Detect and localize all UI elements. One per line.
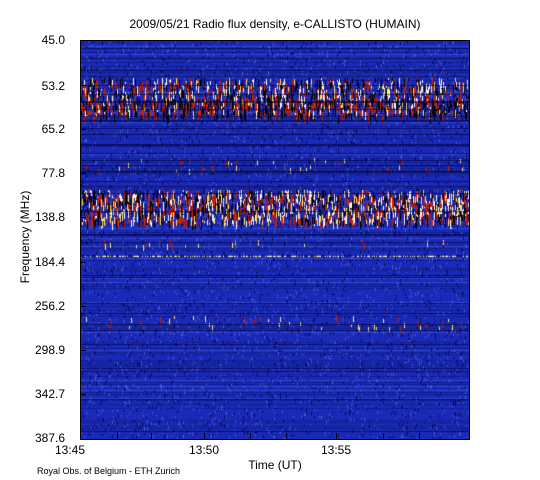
x-tick-label: 13:50 — [188, 443, 220, 457]
spectrogram-heatmap — [80, 40, 470, 440]
y-tick-label: 138.8 — [34, 210, 65, 224]
plot-frame — [80, 40, 470, 440]
y-tick-mark — [80, 129, 86, 130]
y-tick-label: 387.6 — [34, 431, 65, 445]
credit-text: Royal Obs. of Belgium - ETH Zurich — [37, 466, 181, 476]
x-axis-label: Time (UT) — [248, 458, 302, 472]
chart-title: 2009/05/21 Radio flux density, e-CALLIST… — [129, 17, 421, 31]
x-tick-label: 13:55 — [320, 443, 352, 457]
y-tick-label: 256.2 — [34, 299, 65, 313]
y-tick-label: 298.9 — [34, 343, 65, 357]
y-tick-mark — [80, 173, 86, 174]
y-tick-mark — [80, 217, 86, 218]
x-tick-mark — [336, 433, 337, 440]
x-tick-mark — [204, 433, 205, 440]
y-tick-mark — [80, 262, 86, 263]
y-tick-mark — [80, 350, 86, 351]
x-tick-mark — [286, 433, 287, 440]
y-axis-label: Frequency (MHz) — [18, 190, 32, 284]
y-tick-label: 65.2 — [41, 122, 65, 136]
x-tick-mark — [250, 433, 251, 440]
y-tick-label: 184.4 — [34, 255, 65, 269]
y-tick-label: 77.8 — [41, 166, 65, 180]
y-tick-label: 45.0 — [41, 33, 65, 47]
y-tick-mark — [80, 306, 86, 307]
spectrogram-plot — [80, 40, 470, 440]
y-tick-label: 342.7 — [34, 387, 65, 401]
y-tick-mark — [80, 394, 86, 395]
y-tick-label: 53.2 — [41, 79, 65, 93]
x-tick-mark — [117, 433, 118, 440]
x-tick-mark — [383, 433, 384, 440]
x-tick-mark — [419, 433, 420, 440]
x-tick-mark — [151, 433, 152, 440]
y-tick-mark — [80, 85, 86, 86]
x-tick-label: 13:45 — [54, 443, 86, 457]
